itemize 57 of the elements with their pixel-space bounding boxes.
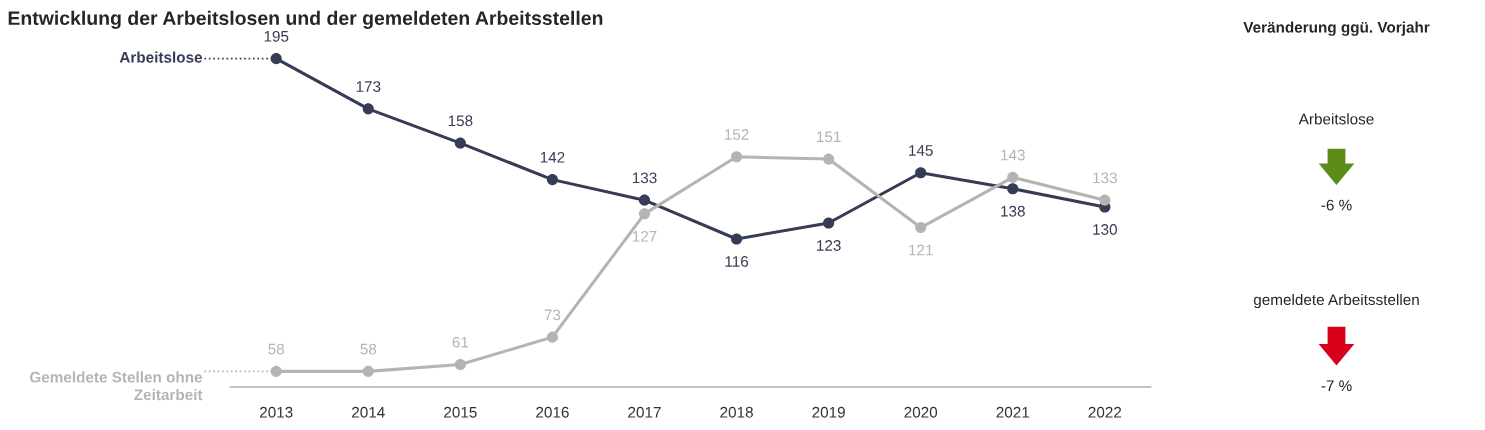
point xyxy=(823,153,835,165)
chart-title: Entwicklung der Arbeitslosen und der gemeldeten Arbeitsstellen xyxy=(8,10,603,29)
x-tick-label: 2016 xyxy=(536,406,569,418)
point xyxy=(362,103,374,115)
point xyxy=(270,365,282,377)
data-label: 123 xyxy=(817,240,841,251)
point xyxy=(546,331,558,343)
data-label: 130 xyxy=(1093,224,1117,235)
data-label: 127 xyxy=(632,230,657,242)
data-label: 73 xyxy=(544,309,561,321)
point xyxy=(362,365,374,377)
data-label: -7 % xyxy=(1321,380,1352,392)
data-label: 133 xyxy=(1093,172,1117,184)
x-tick-label: 2019 xyxy=(812,406,845,418)
point xyxy=(915,222,927,234)
x-tick-label: 2013 xyxy=(259,406,293,418)
point xyxy=(270,53,282,65)
data-label: 133 xyxy=(632,172,657,184)
data-label: 145 xyxy=(909,145,933,156)
x-tick-label: 2022 xyxy=(1088,406,1122,418)
data-label: 58 xyxy=(360,343,377,355)
point xyxy=(638,194,651,206)
data-label: 173 xyxy=(356,81,381,92)
point xyxy=(731,233,743,245)
legend-label: Arbeitslose xyxy=(119,51,203,63)
point xyxy=(1007,171,1019,183)
point xyxy=(731,151,743,163)
point xyxy=(823,217,835,229)
point xyxy=(1007,183,1019,195)
data-label: 152 xyxy=(724,129,749,140)
x-tick-label: 2020 xyxy=(904,406,938,418)
category-label: gemeldete Arbeitsstellen xyxy=(1253,293,1419,309)
point xyxy=(454,358,466,371)
x-tick-label: 2015 xyxy=(444,406,477,418)
point xyxy=(915,167,927,179)
data-label: 158 xyxy=(448,115,473,127)
x-tick-label: 2014 xyxy=(352,406,385,418)
data-label: 195 xyxy=(264,30,289,42)
data-label: 61 xyxy=(452,336,469,348)
data-label: 58 xyxy=(268,343,285,355)
data-label: 151 xyxy=(817,131,841,143)
point xyxy=(454,137,466,149)
point xyxy=(1099,194,1111,206)
point xyxy=(546,174,558,186)
legend-label: Gemeldete Stellen ohne Zeitarbeit xyxy=(30,371,203,401)
data-label: -6 % xyxy=(1321,199,1352,211)
x-tick-label: 2017 xyxy=(628,406,661,418)
category-label: Arbeitslose xyxy=(1298,113,1374,125)
data-label: 143 xyxy=(1001,149,1025,161)
data-label: 116 xyxy=(725,256,749,267)
text: Veränderung ggü. Vorjahr xyxy=(1243,21,1430,36)
point xyxy=(638,208,651,220)
data-label: 138 xyxy=(1001,205,1025,217)
x-tick-label: 2021 xyxy=(996,406,1030,418)
x-tick-label: 2018 xyxy=(720,406,753,418)
data-label: 121 xyxy=(909,244,933,256)
data-label: 142 xyxy=(540,151,565,163)
